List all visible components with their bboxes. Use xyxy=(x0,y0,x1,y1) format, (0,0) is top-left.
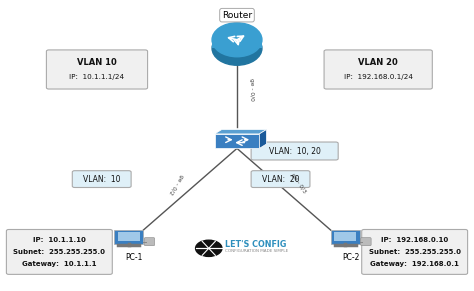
Text: IP:  192.168.0.1/24: IP: 192.168.0.1/24 xyxy=(344,74,413,80)
Text: LET'S CONFIG: LET'S CONFIG xyxy=(225,240,287,249)
FancyBboxPatch shape xyxy=(114,230,143,244)
FancyBboxPatch shape xyxy=(251,171,310,187)
Ellipse shape xyxy=(212,31,262,65)
Polygon shape xyxy=(259,129,266,148)
Text: PC-1: PC-1 xyxy=(126,253,143,262)
Text: PC-2: PC-2 xyxy=(342,253,360,262)
Text: IP:  10.1.1.10: IP: 10.1.1.10 xyxy=(33,237,86,243)
Text: ge - 0/3: ge - 0/3 xyxy=(290,173,306,194)
FancyBboxPatch shape xyxy=(212,40,262,48)
FancyBboxPatch shape xyxy=(331,230,360,244)
Text: ge - 0/0: ge - 0/0 xyxy=(249,78,254,101)
FancyBboxPatch shape xyxy=(46,50,147,89)
Text: VLAN:  20: VLAN: 20 xyxy=(262,175,299,184)
FancyBboxPatch shape xyxy=(324,50,432,89)
Ellipse shape xyxy=(212,23,262,57)
Text: VLAN 20: VLAN 20 xyxy=(358,58,398,68)
FancyBboxPatch shape xyxy=(251,142,338,160)
Text: Gateway:  192.168.0.1: Gateway: 192.168.0.1 xyxy=(370,261,459,267)
FancyBboxPatch shape xyxy=(144,237,155,246)
Text: VLAN 10: VLAN 10 xyxy=(77,58,117,68)
Text: Gateway:  10.1.1.1: Gateway: 10.1.1.1 xyxy=(22,261,97,267)
Text: Subnet:  255.255.255.0: Subnet: 255.255.255.0 xyxy=(369,249,461,255)
Polygon shape xyxy=(215,129,266,134)
Text: Subnet:  255.255.255.0: Subnet: 255.255.255.0 xyxy=(13,249,105,255)
Text: VLAN:  10, 20: VLAN: 10, 20 xyxy=(269,146,320,155)
Text: Router: Router xyxy=(222,11,252,20)
FancyBboxPatch shape xyxy=(334,233,356,242)
Text: IP:  192.168.0.10: IP: 192.168.0.10 xyxy=(381,237,448,243)
Circle shape xyxy=(196,240,222,256)
FancyBboxPatch shape xyxy=(73,171,131,187)
Text: CONFIGURATION MADE SIMPLE: CONFIGURATION MADE SIMPLE xyxy=(225,249,289,253)
Text: ge - 0/2: ge - 0/2 xyxy=(168,173,184,194)
FancyBboxPatch shape xyxy=(118,233,140,242)
Text: IP:  10.1.1.1/24: IP: 10.1.1.1/24 xyxy=(69,74,125,80)
FancyBboxPatch shape xyxy=(215,134,259,148)
FancyBboxPatch shape xyxy=(361,237,371,246)
FancyBboxPatch shape xyxy=(362,230,467,274)
Text: VLAN:  10: VLAN: 10 xyxy=(83,175,120,184)
FancyBboxPatch shape xyxy=(7,230,112,274)
